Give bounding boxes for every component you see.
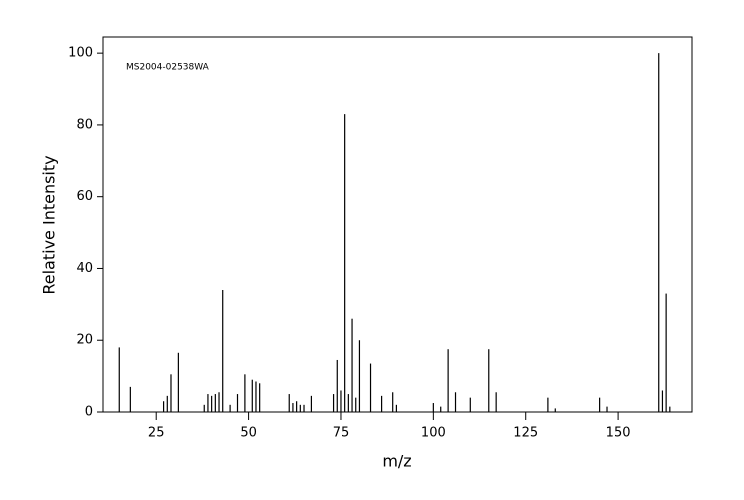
y-tick-label: 80 [76,117,93,132]
annotation: MS2004-02538WA [126,63,210,73]
y-tick-label: 40 [76,261,93,276]
y-tick-label: 60 [76,189,93,204]
y-tick-label: 0 [85,405,93,420]
x-tick-label: 50 [240,426,257,441]
x-tick-label: 150 [606,426,631,441]
x-axis-label: m/z [382,452,411,471]
y-tick-label: 20 [76,333,93,348]
x-tick-label: 25 [148,426,165,441]
x-tick-label: 100 [421,426,446,441]
plot-frame [102,36,693,413]
x-tick-label: 75 [333,426,350,441]
y-tick-label: 100 [68,46,93,61]
y-axis-label: Relative Intensity [40,155,59,294]
x-tick-label: 125 [513,426,538,441]
